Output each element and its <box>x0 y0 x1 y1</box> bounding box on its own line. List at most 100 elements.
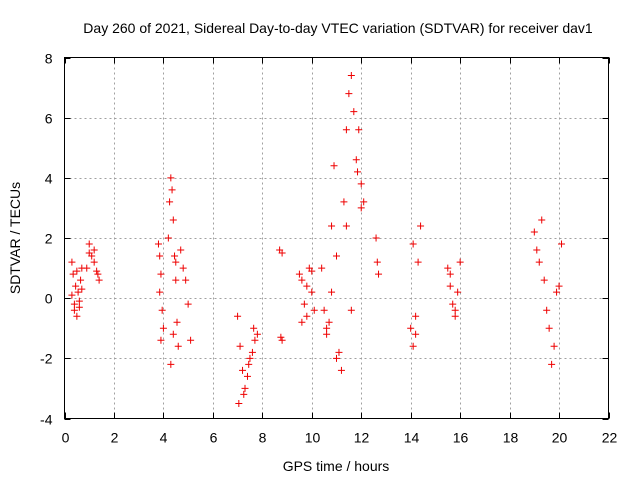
data-point <box>70 306 78 314</box>
data-point <box>278 249 286 257</box>
data-point <box>446 282 454 290</box>
data-point <box>179 264 187 272</box>
data-point <box>95 276 103 284</box>
data-point <box>303 312 311 320</box>
data-point <box>535 258 543 266</box>
data-point <box>75 297 83 305</box>
data-point <box>414 258 422 266</box>
x-axis-label: GPS time / hours <box>283 458 390 474</box>
data-point <box>409 342 417 350</box>
data-point <box>157 336 165 344</box>
data-point <box>278 336 286 344</box>
data-point <box>352 156 360 164</box>
data-point <box>372 234 380 242</box>
data-point <box>167 360 175 368</box>
data-point <box>243 372 251 380</box>
data-point <box>73 312 81 320</box>
data-point <box>328 288 336 296</box>
x-tick-label: 4 <box>160 430 168 446</box>
series-arc-12 <box>372 234 383 278</box>
series-arc-9 <box>318 162 345 374</box>
data-point <box>545 324 553 332</box>
data-point <box>166 198 174 206</box>
series-arc-11 <box>352 126 368 212</box>
data-point <box>373 258 381 266</box>
series-arc-4 <box>164 174 182 368</box>
y-tick-label: 2 <box>45 231 53 247</box>
data-point <box>323 324 331 332</box>
data-point <box>173 318 181 326</box>
data-point <box>543 306 551 314</box>
x-tick-label: 12 <box>354 430 370 446</box>
data-point <box>154 240 162 248</box>
data-point <box>182 276 190 284</box>
data-point <box>172 276 180 284</box>
x-tick-label: 14 <box>404 430 420 446</box>
data-point <box>94 270 102 278</box>
data-point <box>533 246 541 254</box>
data-point <box>68 291 76 299</box>
data-point <box>342 126 350 134</box>
data-point <box>164 234 172 242</box>
y-tick-labels: -4 -2 0 2 4 6 8 <box>40 51 53 428</box>
data-point <box>73 267 81 275</box>
data-point <box>308 267 316 275</box>
chart-title: Day 260 of 2021, Sidereal Day-to-day VTE… <box>83 20 593 36</box>
series-arc-13 <box>407 222 425 350</box>
data-point <box>323 330 331 338</box>
data-point <box>558 240 566 248</box>
data-point <box>74 288 82 296</box>
data-point <box>308 288 316 296</box>
data-point <box>167 174 175 182</box>
series-arc-2 <box>83 240 103 284</box>
data-point <box>449 300 457 308</box>
data-point <box>300 300 308 308</box>
data-point <box>171 252 179 260</box>
data-point <box>245 360 253 368</box>
data-point <box>550 342 558 350</box>
data-point <box>444 264 452 272</box>
series-arc-8 <box>295 264 318 326</box>
data-point <box>177 246 185 254</box>
data-point <box>407 324 415 332</box>
data-point <box>555 282 563 290</box>
data-point <box>90 246 98 254</box>
x-tick-label: 22 <box>602 430 618 446</box>
data-point <box>320 306 328 314</box>
y-tick-label: 4 <box>45 171 53 187</box>
data-point <box>355 126 363 134</box>
y-tick-label: -2 <box>40 351 53 367</box>
data-point <box>342 222 350 230</box>
series-arc-3 <box>154 240 167 344</box>
x-tick-label: 6 <box>210 430 218 446</box>
data-point <box>234 312 242 320</box>
data-point <box>172 258 180 266</box>
data-point <box>412 330 420 338</box>
data-point <box>72 282 80 290</box>
data-point <box>451 306 459 314</box>
data-point <box>156 252 164 260</box>
data-point <box>318 264 326 272</box>
data-point <box>347 306 355 314</box>
data-point <box>412 312 420 320</box>
data-point <box>337 366 345 374</box>
data-point <box>174 342 182 350</box>
series-arc-1 <box>68 258 86 320</box>
data-point <box>168 186 176 194</box>
series-arc-5 <box>177 246 195 344</box>
data-point <box>246 354 254 362</box>
data-point <box>159 324 167 332</box>
data-point <box>235 399 243 407</box>
series-arc-14 <box>444 258 464 320</box>
data-point <box>553 288 561 296</box>
data-point <box>335 348 343 356</box>
data-point <box>298 318 306 326</box>
data-point <box>75 303 83 311</box>
data-point <box>184 300 192 308</box>
data-point <box>375 270 383 278</box>
data-point <box>85 240 93 248</box>
x-tick-label: 2 <box>111 430 119 446</box>
data-point <box>451 312 459 320</box>
data-point <box>456 258 464 266</box>
